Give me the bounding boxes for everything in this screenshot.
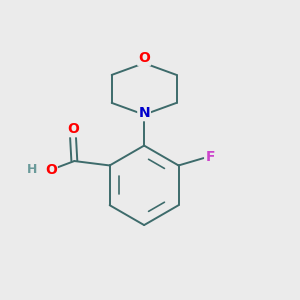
Text: F: F [205,150,215,164]
Text: O: O [45,163,57,177]
Text: H: H [26,164,37,176]
Text: O: O [67,122,79,136]
Text: N: N [138,106,150,120]
Text: O: O [138,51,150,65]
